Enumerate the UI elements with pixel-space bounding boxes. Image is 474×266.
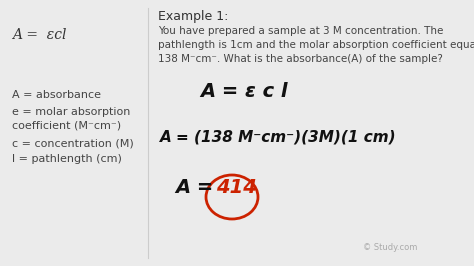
Text: pathlength is 1cm and the molar absorption coefficient equal to: pathlength is 1cm and the molar absorpti…	[158, 40, 474, 50]
Text: You have prepared a sample at 3 M concentration. The: You have prepared a sample at 3 M concen…	[158, 26, 443, 36]
Text: l = pathlength (cm): l = pathlength (cm)	[12, 154, 122, 164]
Text: 414: 414	[216, 178, 257, 197]
Text: e = molar absorption: e = molar absorption	[12, 107, 130, 117]
Text: c = concentration (M): c = concentration (M)	[12, 138, 134, 148]
Text: A = absorbance: A = absorbance	[12, 90, 101, 100]
Text: A =  εcl: A = εcl	[12, 28, 66, 42]
Text: A = (138 M⁻cm⁻)(3M)(1 cm): A = (138 M⁻cm⁻)(3M)(1 cm)	[160, 130, 397, 145]
Text: A = ε c l: A = ε c l	[200, 82, 288, 101]
Text: 138 M⁻cm⁻. What is the absorbance(A) of the sample?: 138 M⁻cm⁻. What is the absorbance(A) of …	[158, 54, 443, 64]
Text: © Study.com: © Study.com	[363, 243, 417, 252]
Text: coefficient (M⁻cm⁻): coefficient (M⁻cm⁻)	[12, 121, 121, 131]
Text: Example 1:: Example 1:	[158, 10, 228, 23]
Text: A =: A =	[175, 178, 220, 197]
